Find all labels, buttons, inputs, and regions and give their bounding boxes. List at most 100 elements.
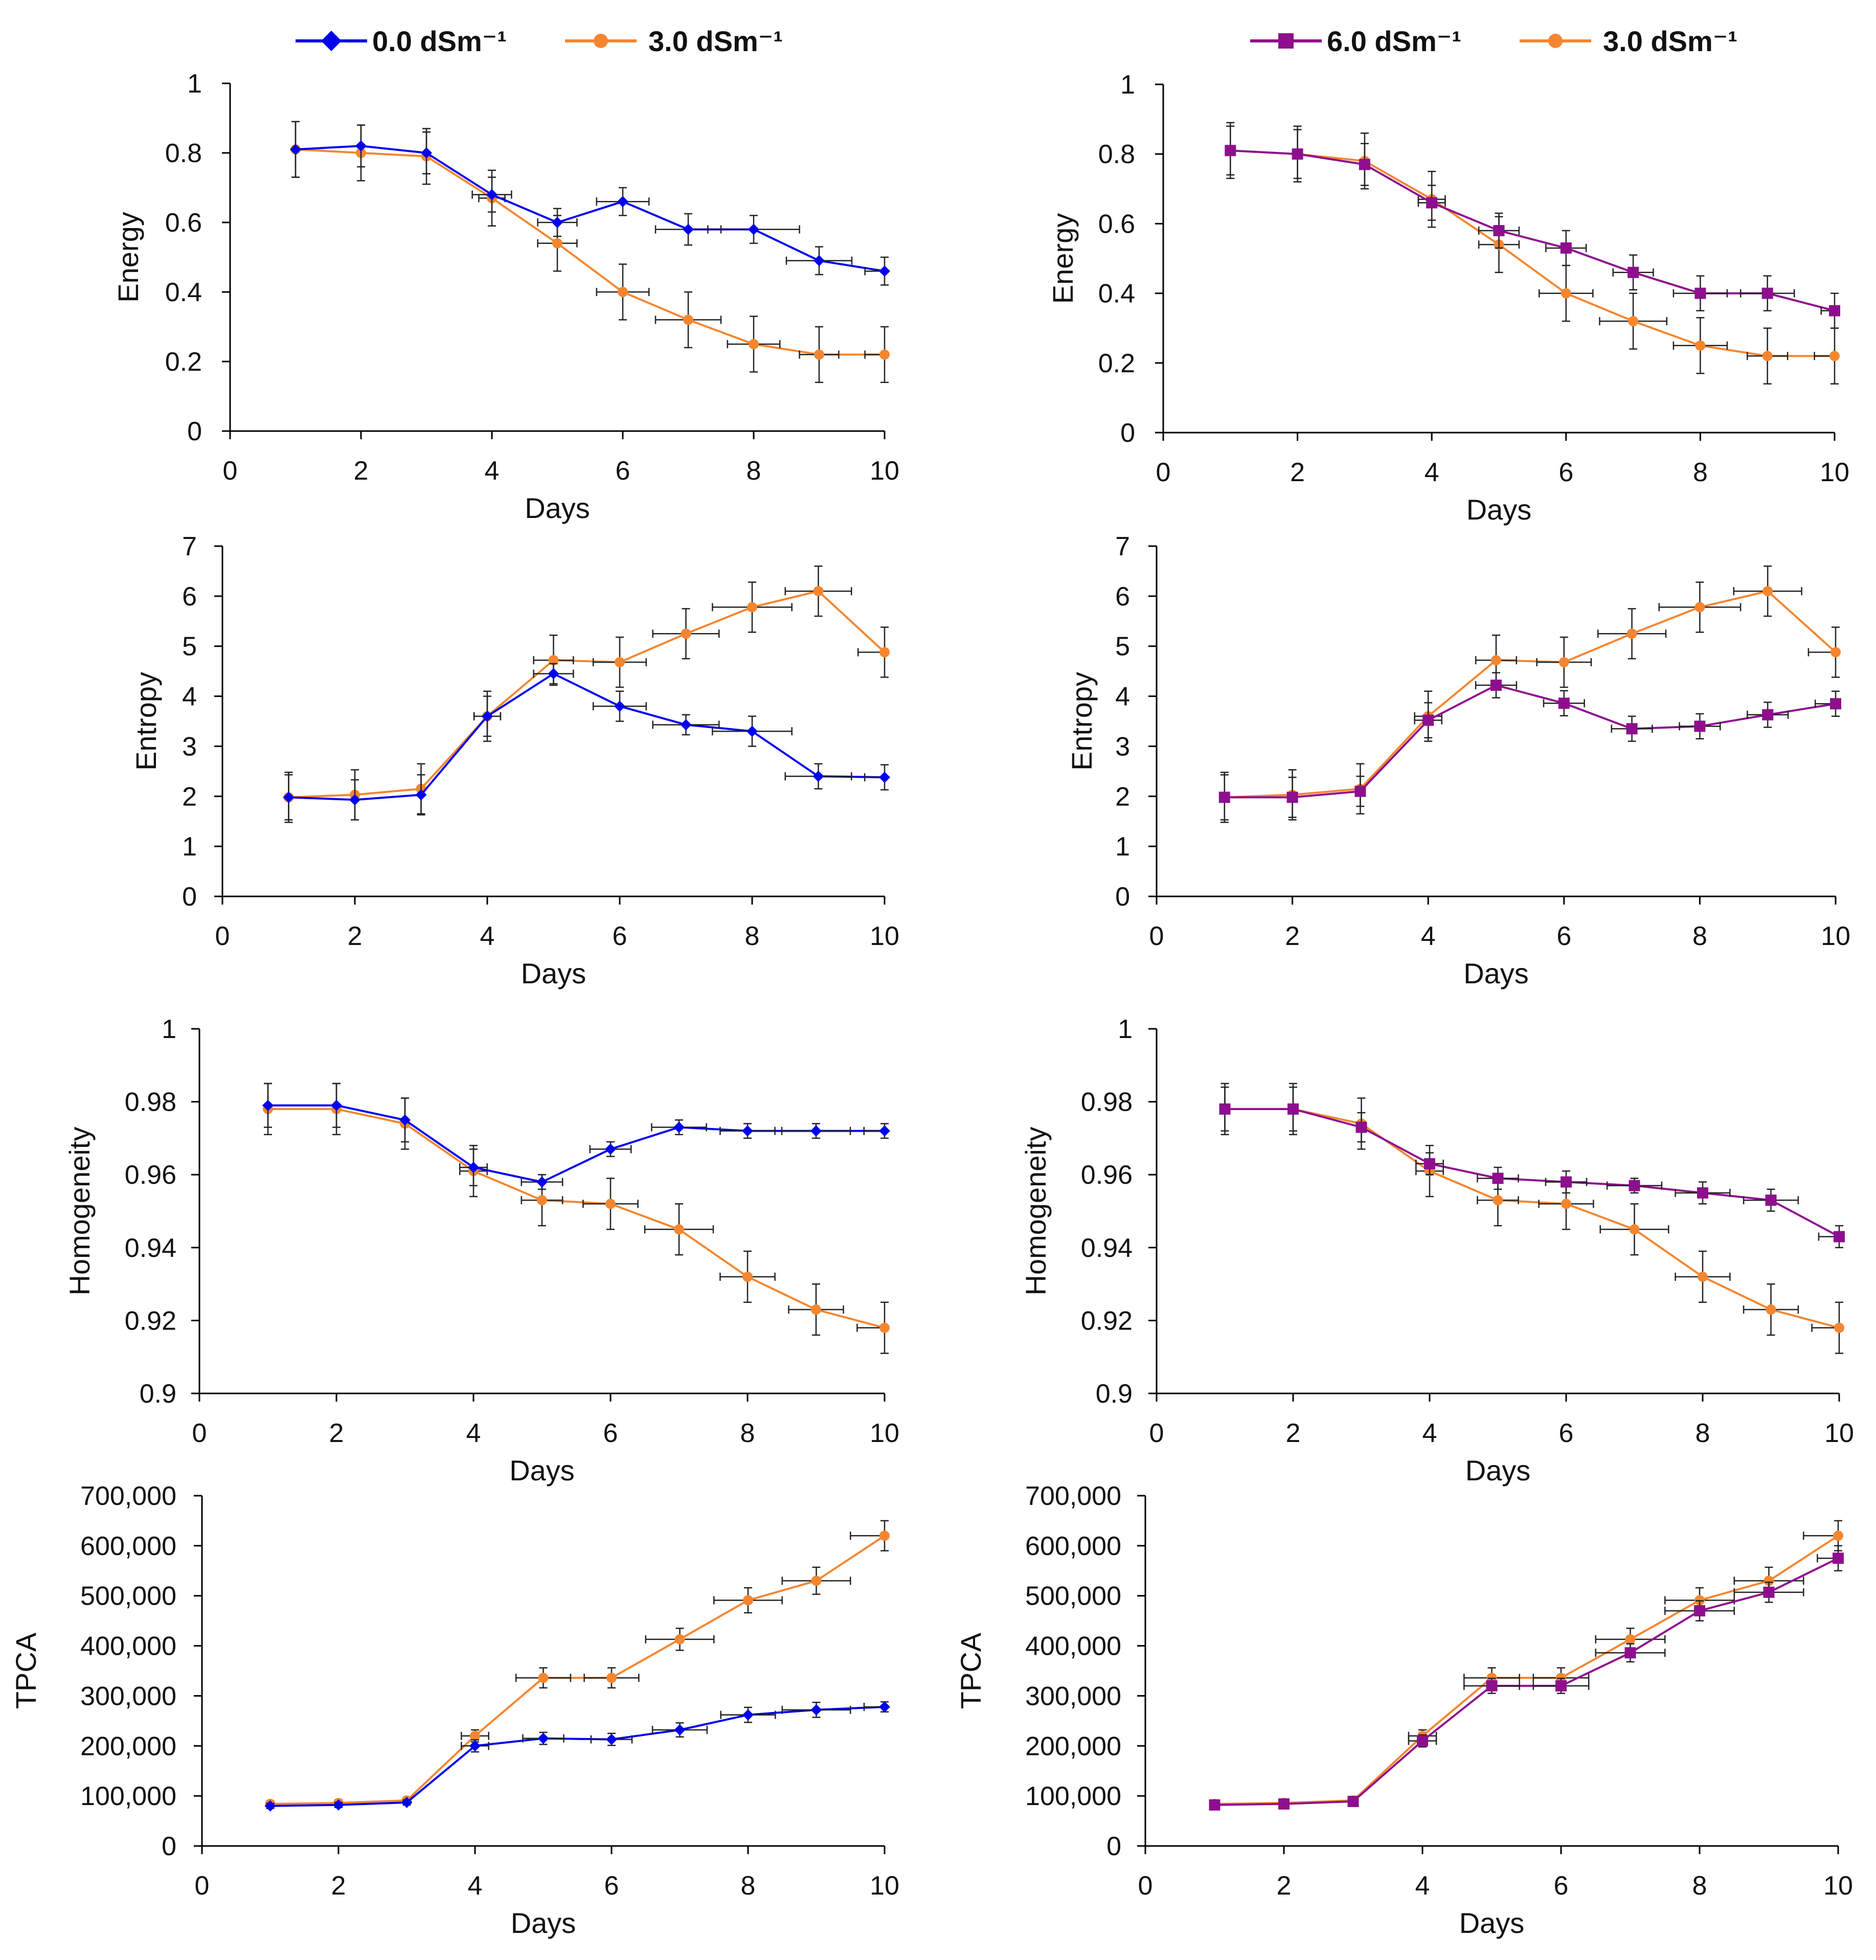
x-tick-label: 4 — [485, 456, 500, 486]
x-tick-label: 6 — [613, 921, 627, 951]
y-axis-label: Entropy — [130, 672, 162, 771]
data-point — [1766, 1304, 1776, 1315]
y-tick-label: 5 — [182, 632, 197, 662]
data-point — [1426, 197, 1438, 209]
data-point — [606, 1733, 617, 1745]
x-tick-label: 6 — [616, 456, 630, 486]
y-tick-label: 500,000 — [1025, 1582, 1121, 1611]
data-point — [355, 140, 367, 152]
y-axis-label: Homogeneity — [1020, 1127, 1052, 1296]
y-tick-label: 0.8 — [165, 139, 202, 168]
data-point — [1694, 602, 1705, 613]
data-point — [1829, 305, 1840, 317]
data-point — [673, 1121, 685, 1133]
data-point — [879, 772, 890, 783]
data-point — [617, 196, 628, 208]
data-point — [1694, 1605, 1705, 1617]
data-point — [1278, 1798, 1290, 1810]
data-point — [1830, 698, 1841, 710]
x-tick-label: 2 — [329, 1418, 344, 1448]
data-point — [879, 647, 890, 658]
data-point — [605, 1199, 616, 1209]
x-tick-label: 10 — [1821, 921, 1850, 951]
data-point — [747, 602, 757, 613]
x-tick-label: 2 — [1286, 1418, 1301, 1448]
data-point — [1765, 1195, 1777, 1206]
data-point — [614, 701, 625, 712]
data-point — [399, 1114, 411, 1126]
series-line — [268, 1108, 885, 1329]
legend-left: 0.0 dSm⁻¹ 3.0 dSm⁻¹ — [296, 25, 783, 57]
data-point — [814, 349, 824, 360]
y-tick-label: 7 — [182, 532, 197, 561]
series-0 — [283, 663, 890, 821]
x-tick-label: 8 — [740, 1418, 755, 1448]
data-point — [1629, 1180, 1640, 1191]
data-point — [674, 1634, 685, 1644]
data-point — [748, 223, 759, 235]
legend-label-right-0: 6.0 dSm⁻¹ — [1327, 25, 1461, 57]
chart-tpca-right: 0 100,000 200,000 300,000 400,000 500,000 600,… — [955, 1481, 1853, 1939]
data-point — [879, 1530, 890, 1541]
x-tick-label: 6 — [604, 1871, 619, 1901]
x-tick-label: 8 — [1696, 1418, 1710, 1448]
x-tick-label: 10 — [1823, 1871, 1853, 1901]
data-point — [262, 1099, 274, 1111]
x-axis-label: Days — [511, 1907, 576, 1939]
x-tick-label: 4 — [1422, 1418, 1437, 1448]
x-tick-label: 0 — [1149, 921, 1164, 951]
x-tick-label: 6 — [1558, 458, 1573, 487]
data-point — [742, 1125, 753, 1137]
y-tick-label: 1 — [1120, 70, 1135, 100]
data-point — [1628, 266, 1639, 278]
y-tick-label: 5 — [1115, 632, 1130, 662]
data-point — [1626, 723, 1638, 735]
y-tick-label: 1 — [162, 1015, 176, 1044]
x-tick-label: 4 — [466, 1418, 481, 1448]
x-tick-label: 2 — [348, 921, 363, 951]
data-point — [605, 1143, 616, 1155]
y-tick-label: 0.6 — [165, 208, 202, 238]
data-point — [1493, 1195, 1503, 1206]
x-axis-label: Days — [1463, 957, 1529, 989]
data-point — [747, 726, 758, 737]
data-point — [1558, 657, 1569, 668]
y-axis-label: Homogeneity — [63, 1127, 96, 1296]
data-point — [548, 655, 559, 666]
x-tick-label: 10 — [1824, 1418, 1854, 1448]
data-point — [680, 719, 692, 731]
data-point — [1491, 655, 1501, 666]
data-point — [810, 1125, 822, 1137]
y-tick-label: 600,000 — [80, 1531, 176, 1561]
y-tick-label: 400,000 — [80, 1632, 176, 1661]
legend-label-right-1: 3.0 dSm⁻¹ — [1603, 25, 1737, 57]
x-tick-label: 4 — [1421, 921, 1436, 951]
x-axis-label: Days — [525, 492, 590, 524]
data-point — [606, 1673, 617, 1683]
y-tick-label: 0.4 — [165, 278, 202, 307]
x-tick-label: 10 — [870, 1418, 899, 1448]
data-point — [1422, 714, 1434, 726]
y-tick-label: 0.9 — [1096, 1379, 1133, 1409]
data-point — [469, 1740, 481, 1752]
data-point — [1286, 792, 1298, 803]
data-point — [618, 287, 628, 297]
data-point — [538, 1673, 549, 1683]
x-tick-label: 0 — [1156, 458, 1171, 487]
x-tick-label: 10 — [1820, 458, 1849, 487]
data-point — [879, 1701, 890, 1713]
x-tick-label: 0 — [215, 921, 230, 951]
series-0 — [264, 1701, 890, 1812]
data-point — [1209, 1799, 1220, 1811]
data-point — [537, 1732, 549, 1744]
data-point — [349, 794, 360, 806]
x-tick-label: 4 — [1415, 1871, 1430, 1901]
data-point — [674, 1224, 684, 1235]
data-point — [742, 1709, 754, 1721]
x-tick-label: 2 — [1277, 1871, 1292, 1901]
y-tick-label: 1 — [182, 832, 197, 862]
y-tick-label: 100,000 — [80, 1782, 176, 1811]
y-tick-label: 7 — [1115, 532, 1130, 561]
